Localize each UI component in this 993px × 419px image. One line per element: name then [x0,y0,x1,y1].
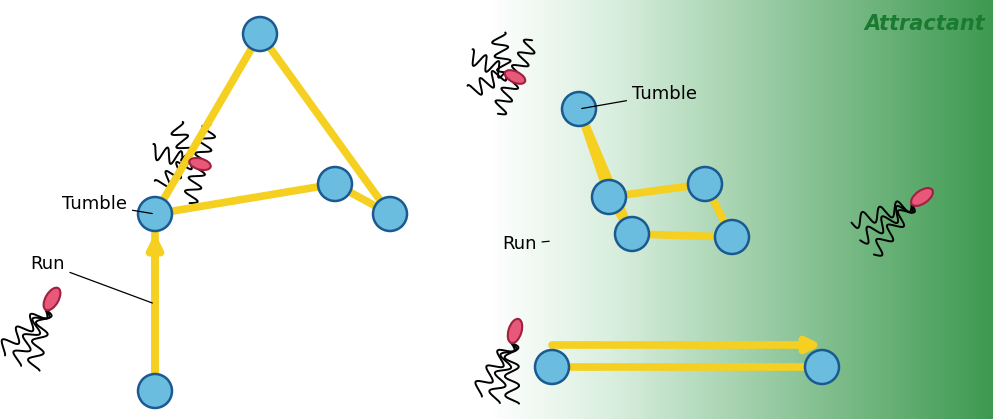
Circle shape [688,167,722,201]
Text: Tumble: Tumble [582,85,697,109]
Circle shape [373,197,407,231]
Circle shape [615,217,649,251]
Text: Run: Run [30,255,152,303]
Text: Run: Run [502,235,549,253]
Circle shape [562,92,596,126]
Ellipse shape [507,319,522,343]
Circle shape [243,17,277,51]
Circle shape [138,197,172,231]
Text: Tumble: Tumble [62,195,152,214]
Ellipse shape [190,158,211,170]
Ellipse shape [912,188,932,206]
Circle shape [715,220,749,254]
Circle shape [535,350,569,384]
Circle shape [138,374,172,408]
Ellipse shape [44,288,61,310]
Text: Attractant: Attractant [864,14,985,34]
Circle shape [805,350,839,384]
Circle shape [318,167,352,201]
Circle shape [592,180,626,214]
Ellipse shape [504,70,525,84]
